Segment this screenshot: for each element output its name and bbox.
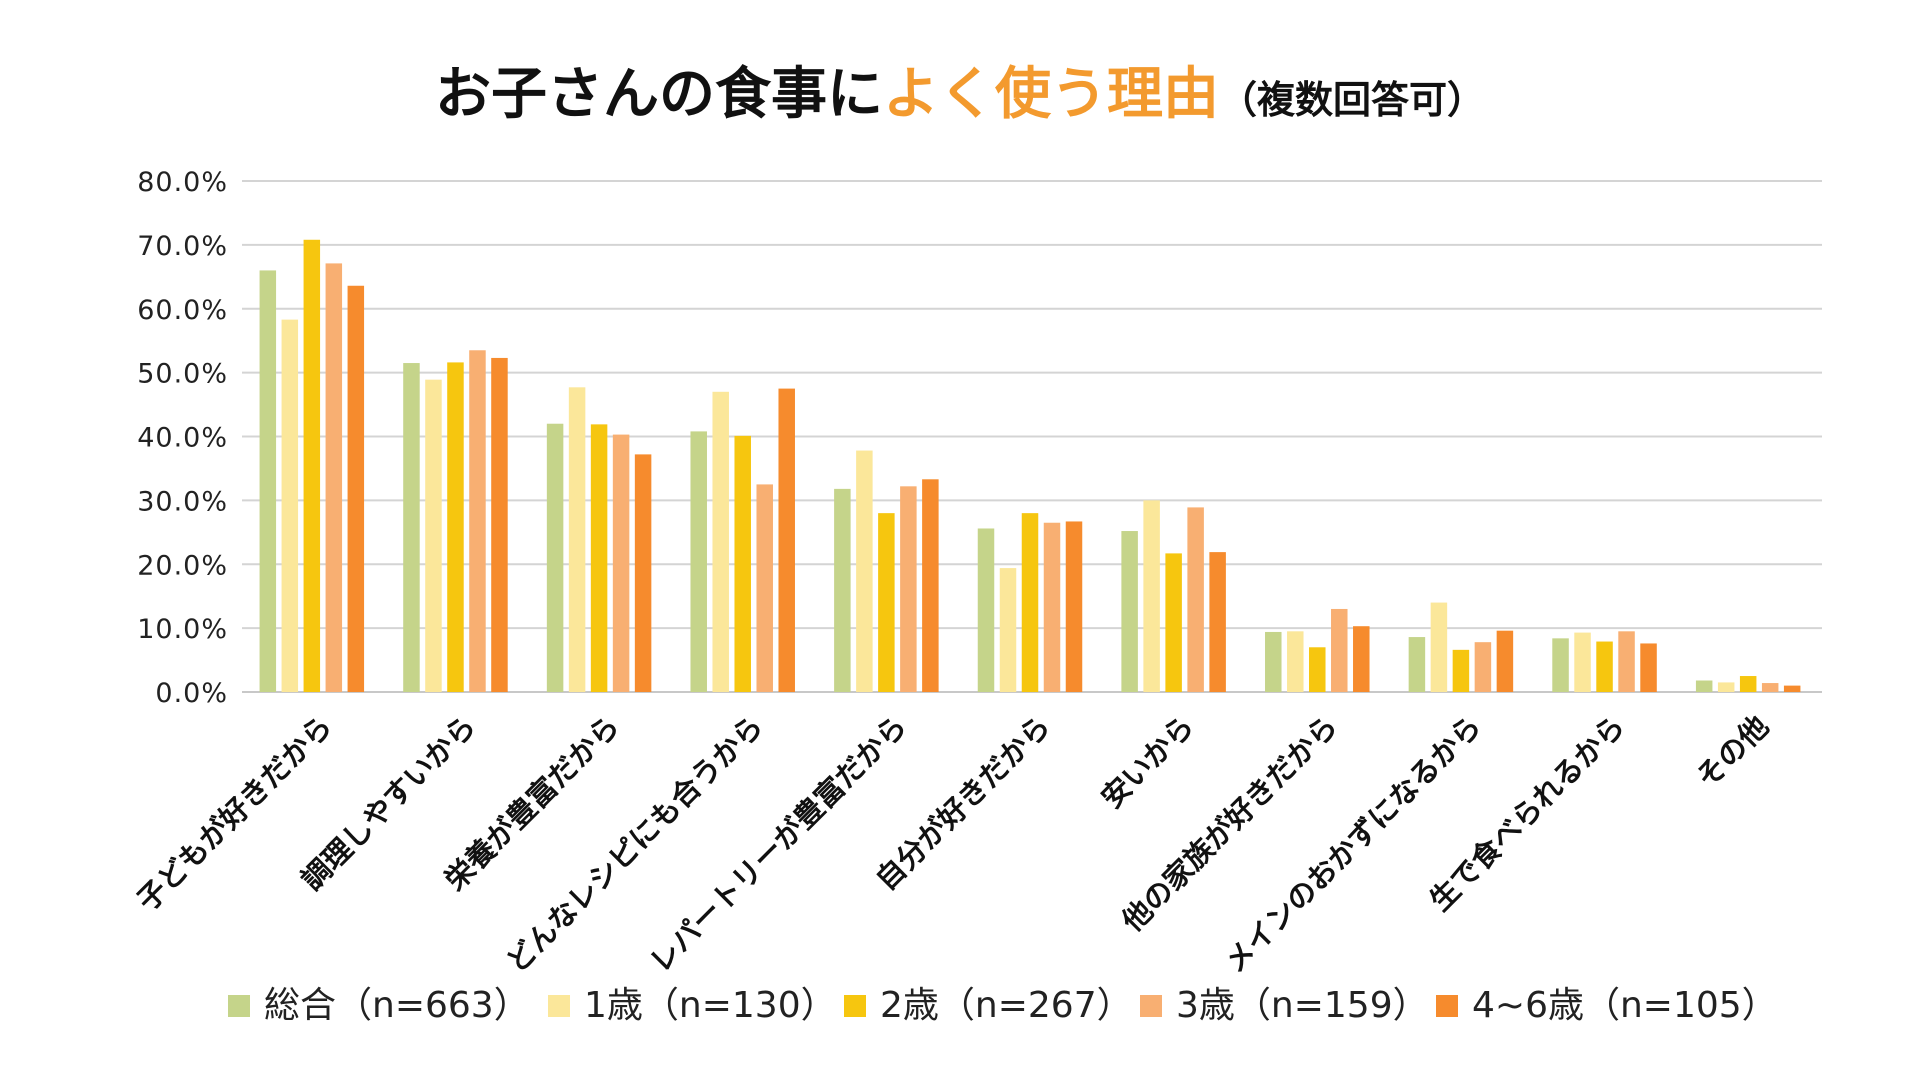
y-tick-label: 20.0% xyxy=(137,550,228,581)
bar xyxy=(778,388,795,692)
bar xyxy=(1783,685,1801,692)
y-axis-ticks: 0.0% 10.0% 20.0% 30.0% 40.0% 50.0% 60.0% 70.0% 8… xyxy=(137,167,228,709)
bar xyxy=(1309,647,1326,692)
bar xyxy=(1640,643,1657,692)
bar xyxy=(1353,626,1370,692)
legend-label: 2歳（n=267） xyxy=(880,985,1133,1026)
legend-swatch xyxy=(1436,995,1458,1017)
bar xyxy=(1121,531,1138,692)
bar xyxy=(734,435,751,692)
bar xyxy=(1265,631,1282,692)
bar xyxy=(447,362,464,692)
title-part-accent: よく使う理由 xyxy=(883,62,1219,127)
bar xyxy=(1474,642,1492,692)
bar xyxy=(999,568,1017,692)
legend-label: 3歳（n=159） xyxy=(1176,985,1429,1026)
legend-swatch xyxy=(228,995,250,1017)
bar xyxy=(1209,552,1226,692)
bar xyxy=(922,479,939,692)
bar xyxy=(491,357,508,692)
bar xyxy=(1331,608,1348,692)
bar xyxy=(325,263,343,692)
legend-label: 1歳（n=130） xyxy=(584,985,837,1026)
title-part-dark: お子さんの食事に xyxy=(435,62,883,127)
bar xyxy=(403,363,420,692)
bar xyxy=(1574,632,1591,692)
legend-label: 4~6歳（n=105） xyxy=(1472,985,1778,1026)
bar xyxy=(469,350,486,692)
y-tick-label: 0.0% xyxy=(155,678,228,709)
legend: 総合（n=663） 1歳（n=130） 2歳（n=267） 3歳（n=159） 4~6歳… xyxy=(228,985,1778,1026)
bar xyxy=(590,424,608,692)
bar xyxy=(259,270,277,692)
bar xyxy=(1430,602,1448,692)
legend-label: 総合（n=663） xyxy=(264,985,530,1026)
bar xyxy=(1408,637,1426,692)
bar xyxy=(1065,521,1083,692)
y-tick-label: 50.0% xyxy=(137,359,228,390)
bar xyxy=(856,450,873,692)
bar xyxy=(425,379,442,692)
y-tick-label: 80.0% xyxy=(137,167,228,198)
bar xyxy=(900,486,917,692)
x-category-label: どんなレシピにも合うから xyxy=(500,709,770,979)
y-tick-label: 60.0% xyxy=(137,295,228,326)
bar xyxy=(1618,631,1635,692)
bar xyxy=(1187,507,1204,692)
bar xyxy=(612,434,630,692)
y-tick-label: 40.0% xyxy=(137,423,228,454)
bar xyxy=(834,488,851,692)
bar xyxy=(1165,553,1182,692)
bar xyxy=(1452,649,1470,692)
bar xyxy=(1739,676,1757,692)
bar xyxy=(1596,641,1613,692)
bar xyxy=(568,387,586,692)
x-category-label: メインのおかずになるから xyxy=(1218,709,1488,979)
chart-title: お子さんの食事によく使う理由（複数回答可） xyxy=(435,62,1485,127)
y-tick-label: 70.0% xyxy=(137,231,228,262)
bar xyxy=(756,484,773,692)
bar xyxy=(690,431,707,692)
legend-swatch xyxy=(1140,995,1162,1017)
y-tick-label: 30.0% xyxy=(137,486,228,517)
bar xyxy=(1552,638,1569,692)
bar xyxy=(1043,522,1061,692)
bar xyxy=(546,423,564,692)
bar xyxy=(977,528,995,692)
bar xyxy=(1717,682,1735,692)
bar xyxy=(1695,680,1713,692)
x-category-label: 安いから xyxy=(1095,709,1201,815)
bar xyxy=(1496,630,1514,692)
bar xyxy=(347,285,365,692)
bar xyxy=(634,454,652,692)
y-tick-label: 10.0% xyxy=(137,614,228,645)
bar xyxy=(712,391,729,692)
title-part-note: （複数回答可） xyxy=(1219,78,1485,122)
legend-swatch xyxy=(844,995,866,1017)
bar xyxy=(1287,631,1304,692)
bar xyxy=(1143,500,1160,692)
bars xyxy=(259,239,1801,692)
bar xyxy=(281,319,299,692)
bar xyxy=(878,513,895,692)
x-category-label: レパートリーが豊富だから xyxy=(643,709,913,979)
bar xyxy=(303,239,321,692)
bar xyxy=(1021,513,1039,692)
bar xyxy=(1761,683,1779,692)
x-category-label: その他 xyxy=(1690,709,1776,795)
x-axis-categories: 子どもが好きだから調理しやすいから栄養が豊富だからどんなレシピにも合うからレパー… xyxy=(130,709,1775,979)
legend-swatch xyxy=(548,995,570,1017)
